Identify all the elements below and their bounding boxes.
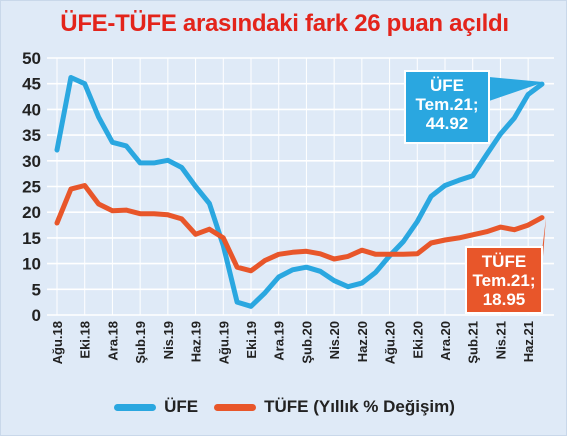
x-tick-label: Ağu.20 xyxy=(383,321,398,364)
x-axis: Ağu.18 Eki.18 Ara.18 Şub.19 Nis.19 Haz.19 Ağu.… xyxy=(50,321,536,364)
x-tick-label: Haz.19 xyxy=(189,321,204,362)
callout-tufe-line-2: Tem.21; xyxy=(473,271,536,290)
legend-label-ufe: ÜFE xyxy=(164,397,198,417)
y-tick-label: 35 xyxy=(22,126,41,145)
x-tick-label: Haz.20 xyxy=(355,321,370,362)
legend-label-tufe: TÜFE (Yıllık % Değişim) xyxy=(264,397,455,417)
y-tick-label: 50 xyxy=(22,49,41,68)
legend-swatch-tufe xyxy=(214,404,256,411)
x-tick-label: Ağu.18 xyxy=(50,321,65,364)
y-tick-label: 15 xyxy=(22,229,41,248)
x-tick-label: Nis.19 xyxy=(161,321,176,359)
legend-item-ufe: ÜFE xyxy=(114,397,198,417)
callout-tufe-line-1: TÜFE xyxy=(482,252,526,271)
x-tick-label: Haz.21 xyxy=(521,321,536,362)
x-tick-label: Şub.19 xyxy=(133,321,148,364)
x-tick-label: Nis.20 xyxy=(327,321,342,359)
legend-item-tufe: TÜFE (Yıllık % Değişim) xyxy=(214,397,455,417)
x-tick-label: Ara.18 xyxy=(105,321,120,361)
callout-ufe-line-1: ÜFE xyxy=(430,76,464,95)
y-tick-label: 40 xyxy=(22,100,41,119)
y-tick-label: 45 xyxy=(22,75,41,94)
x-tick-label: Ağu.19 xyxy=(216,321,231,364)
callout-tufe-line-3: 18.95 xyxy=(483,290,526,309)
callout-ufe-line-3: 44.92 xyxy=(426,114,469,133)
x-tick-label: Ara.19 xyxy=(272,321,287,361)
legend: ÜFE TÜFE (Yıllık % Değişim) xyxy=(1,395,567,419)
y-tick-label: 25 xyxy=(22,178,41,197)
y-tick-label: 0 xyxy=(32,306,41,325)
y-tick-label: 5 xyxy=(32,280,41,299)
callout-ufe-line-2: Tem.21; xyxy=(416,95,479,114)
y-tick-label: 10 xyxy=(22,255,41,274)
x-tick-label: Nis.21 xyxy=(493,321,508,359)
x-tick-label: Eki.19 xyxy=(244,321,259,359)
x-tick-label: Ara.20 xyxy=(438,321,453,361)
x-tick-label: Şub.21 xyxy=(466,321,481,364)
x-tick-label: Eki.20 xyxy=(410,321,425,359)
y-axis: 0 5 10 15 20 25 30 35 40 45 50 xyxy=(22,49,41,325)
x-tick-label: Eki.18 xyxy=(78,321,93,359)
y-tick-label: 30 xyxy=(22,152,41,171)
x-tick-label: Şub.20 xyxy=(299,321,314,364)
legend-swatch-ufe xyxy=(114,404,156,411)
y-tick-label: 20 xyxy=(22,203,41,222)
